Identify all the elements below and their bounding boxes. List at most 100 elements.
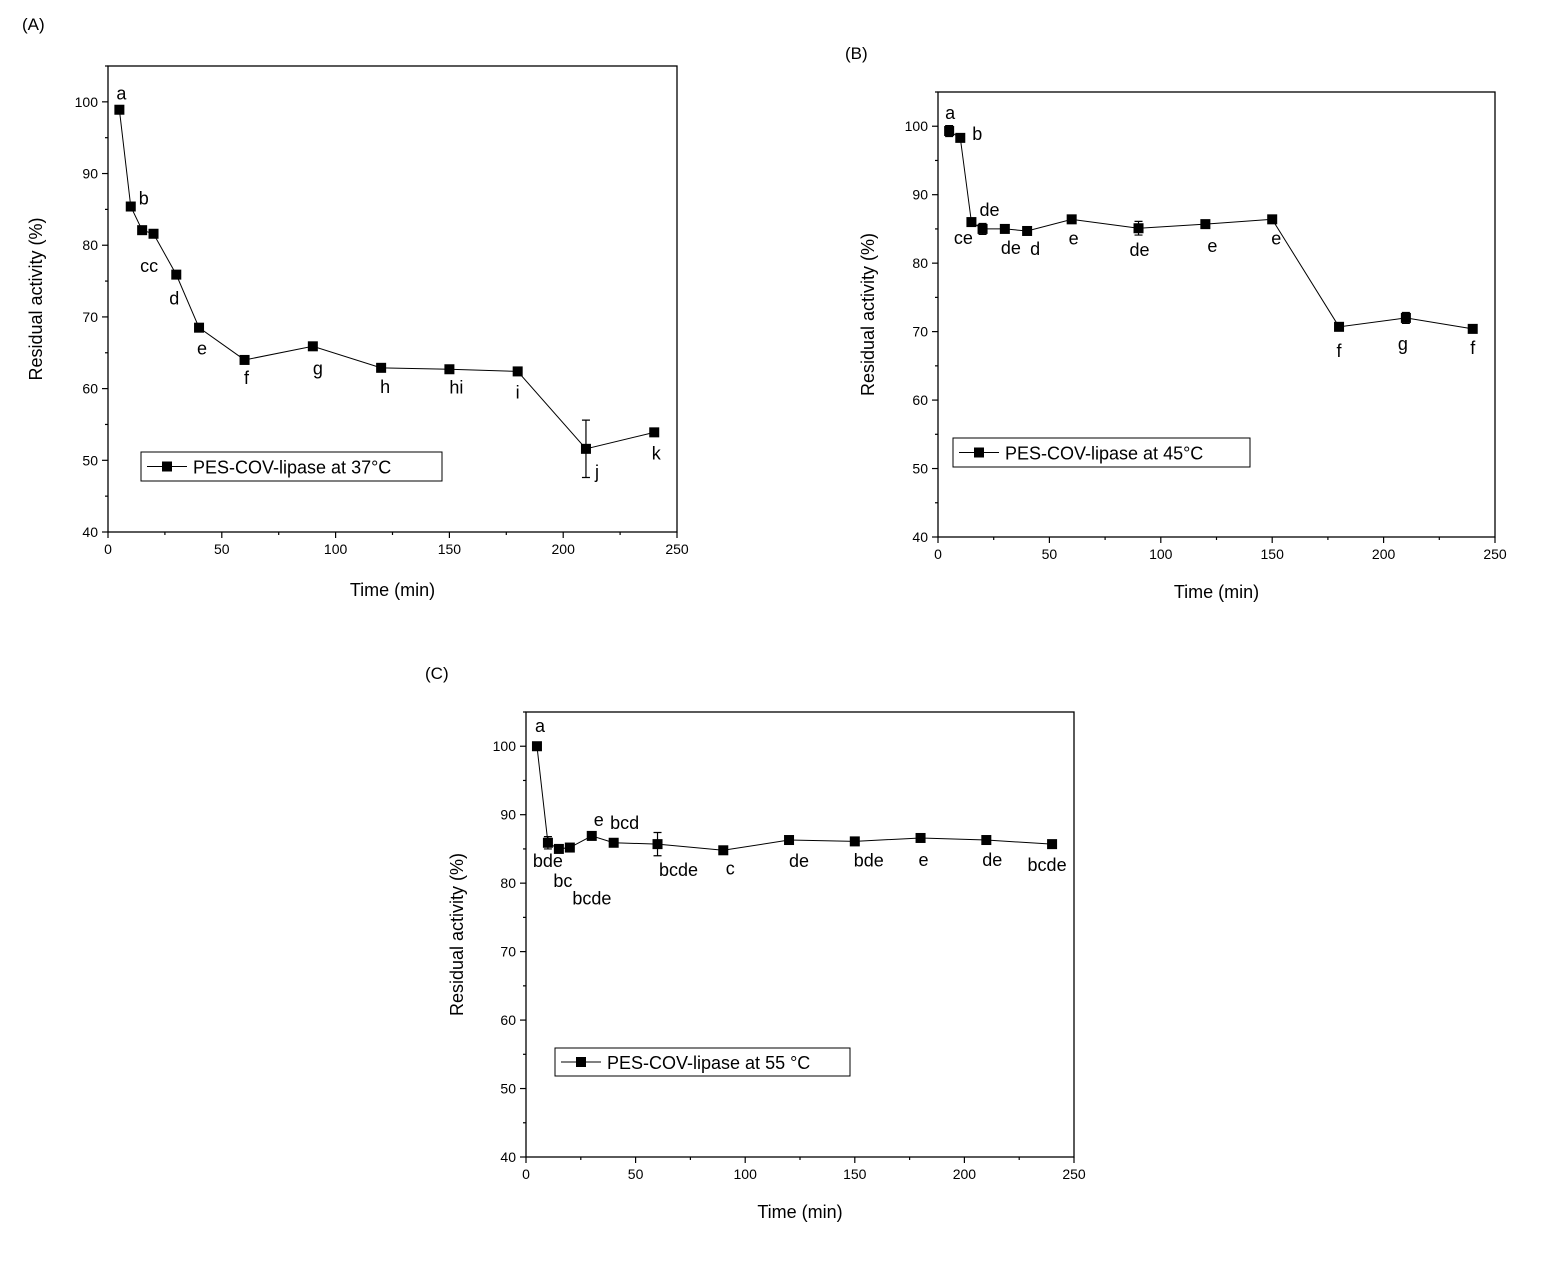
significance-label: de [789, 851, 809, 871]
y-axis-label: Residual activity (%) [858, 233, 878, 396]
x-axis-label: Time (min) [757, 1202, 842, 1222]
significance-label: e [1069, 228, 1079, 248]
series-line [536, 746, 1053, 851]
y-tick-label: 100 [75, 94, 99, 110]
x-tick-label: 250 [665, 541, 689, 557]
significance-label: f [1470, 338, 1476, 358]
x-tick-label: 150 [843, 1166, 867, 1182]
y-tick-label: 70 [912, 324, 928, 340]
data-point [1334, 321, 1345, 332]
data-point [1047, 839, 1058, 850]
data-point [1467, 323, 1478, 334]
significance-label: hi [449, 377, 463, 397]
significance-label: a [945, 103, 956, 123]
data-point [125, 201, 136, 212]
data-point [981, 835, 992, 846]
significance-label: c [726, 858, 735, 878]
panel-a: (A) 0 50 100 150 200 250 40 50 60 70 80 90 100 Time (m… [22, 15, 689, 600]
y-tick-label: 40 [912, 529, 928, 545]
significance-label: g [1398, 334, 1408, 354]
significance-label: de [982, 850, 1002, 870]
significance-label: ce [954, 228, 973, 248]
legend-text: PES-COV-lipase at 55 °C [607, 1053, 810, 1073]
data-point [915, 832, 926, 843]
y-tick-label: 60 [912, 392, 928, 408]
significance-label: b [972, 124, 982, 144]
x-tick-label: 0 [934, 546, 942, 562]
y-tick-label: 50 [500, 1081, 516, 1097]
data-point [239, 354, 250, 365]
significance-label: bcd [610, 813, 639, 833]
legend-marker [576, 1057, 586, 1067]
significance-label: a [116, 84, 127, 104]
significance-label: j [594, 462, 599, 482]
data-point [194, 322, 205, 333]
x-axis-label: Time (min) [350, 580, 435, 600]
data-point [1267, 214, 1278, 225]
data-point [849, 836, 860, 847]
significance-label: bcde [659, 860, 698, 880]
data-point [137, 225, 148, 236]
significance-label: de [1001, 238, 1021, 258]
data-point [564, 842, 575, 853]
data-point [718, 845, 729, 856]
data-point [1022, 225, 1033, 236]
x-tick-label: 250 [1062, 1166, 1086, 1182]
y-tick-label: 80 [82, 237, 98, 253]
y-tick-label: 40 [500, 1149, 516, 1165]
significance-label: de [980, 200, 1000, 220]
plot-frame [937, 91, 1496, 538]
legend: PES-COV-lipase at 45°C [952, 437, 1251, 468]
x-tick-label: 0 [522, 1166, 530, 1182]
significance-label: bc [553, 871, 572, 891]
data-point [586, 830, 597, 841]
data-point [652, 839, 663, 850]
legend-marker [974, 447, 984, 458]
data-point [542, 837, 553, 848]
plot-frame [525, 711, 1075, 1158]
significance-label: b [139, 189, 149, 209]
significance-label: de [1130, 240, 1150, 260]
x-tick-label: 50 [1042, 546, 1058, 562]
x-tick-label: 200 [1372, 546, 1396, 562]
panel-label: (A) [22, 15, 45, 34]
data-point [307, 341, 318, 352]
significance-label: f [244, 368, 250, 388]
significance-label: d [169, 289, 179, 309]
x-tick-label: 200 [552, 541, 576, 557]
significance-label: f [1337, 341, 1343, 361]
data-point [1200, 219, 1211, 230]
y-tick-label: 50 [82, 452, 98, 468]
significance-label: e [1271, 228, 1281, 248]
x-tick-label: 50 [628, 1166, 644, 1182]
x-tick-label: 50 [214, 541, 230, 557]
y-tick-label: 60 [500, 1012, 516, 1028]
data-point [966, 217, 977, 228]
data-point [784, 835, 795, 846]
data-point [148, 228, 159, 239]
data-point [376, 362, 387, 373]
y-tick-label: 70 [500, 944, 516, 960]
panel-c: (C) 0 50 100 150 200 250 40 50 60 70 80 90 100 Time (m… [425, 664, 1086, 1222]
legend: PES-COV-lipase at 55 °C [554, 1047, 851, 1077]
significance-label: i [516, 382, 520, 402]
significance-label: h [380, 377, 390, 397]
legend: PES-COV-lipase at 37°C [140, 451, 443, 482]
data-point [999, 223, 1010, 234]
y-tick-label: 40 [82, 524, 98, 540]
significance-label: cc [140, 256, 158, 276]
data-point [977, 223, 988, 234]
y-tick-label: 90 [912, 187, 928, 203]
data-point [171, 269, 182, 280]
significance-label: k [652, 443, 662, 463]
x-axis-label: Time (min) [1174, 582, 1259, 602]
panel-label: (C) [425, 664, 449, 683]
x-tick-label: 100 [734, 1166, 758, 1182]
data-point [1133, 223, 1144, 234]
y-tick-label: 90 [500, 807, 516, 823]
y-tick-label: 90 [82, 166, 98, 182]
x-tick-label: 100 [1149, 546, 1173, 562]
x-tick-label: 100 [324, 541, 348, 557]
significance-label: g [313, 358, 323, 378]
x-tick-label: 150 [1261, 546, 1285, 562]
